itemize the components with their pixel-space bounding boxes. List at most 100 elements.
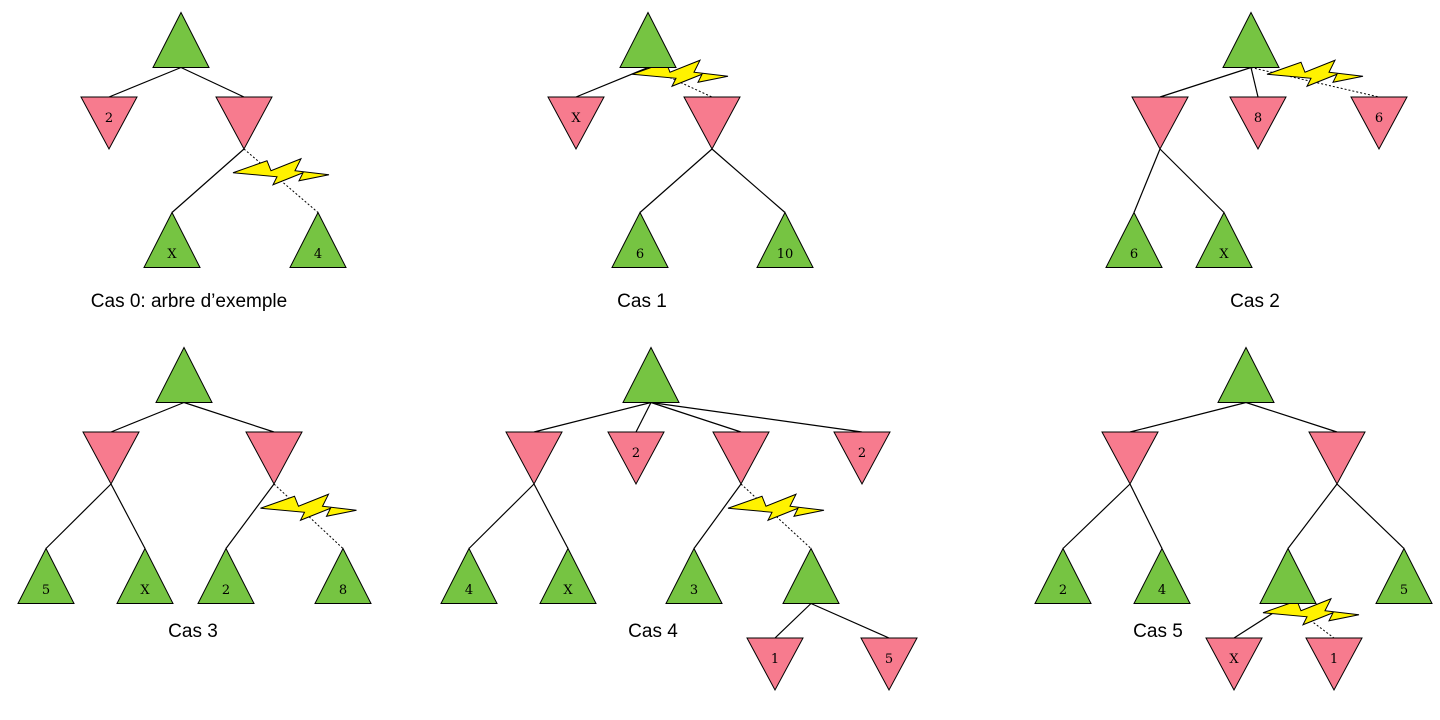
max-node-triangle: [756, 211, 814, 268]
tree-edge: [693, 483, 742, 549]
max-node: 6: [1105, 211, 1163, 268]
min-node-triangle: [712, 431, 770, 486]
node-value-label: 2: [1059, 583, 1067, 598]
tree-edge: [650, 401, 742, 433]
max-node: X: [539, 547, 597, 604]
min-node: 6: [1350, 96, 1408, 151]
max-node: X: [116, 547, 174, 604]
max-node-triangle: [155, 346, 213, 403]
min-node-triangle: [547, 96, 605, 151]
tree-edge: [1245, 401, 1338, 433]
node-value-label: 10: [777, 247, 794, 262]
node-value-label: X: [140, 583, 150, 598]
min-node: [505, 431, 563, 486]
node-value-label: 4: [465, 583, 473, 598]
tree-edge: [110, 401, 185, 433]
node-value-label: 6: [636, 247, 644, 262]
min-node-triangle: [1305, 637, 1363, 692]
node-value-label: 1: [1330, 652, 1338, 667]
node-value-label: 6: [1130, 247, 1138, 262]
max-node: 2: [197, 547, 255, 604]
max-node: X: [1195, 211, 1253, 268]
node-value-label: X: [1219, 247, 1229, 262]
node-value-label: 5: [1400, 583, 1408, 598]
max-node-triangle: [152, 11, 210, 68]
min-node-triangle: [683, 96, 741, 151]
node-value-label: 2: [632, 446, 640, 461]
tree-edge: [1250, 67, 1259, 98]
tree-edge: [110, 483, 146, 549]
tree-edge: [635, 402, 652, 433]
max-node: 5: [17, 547, 75, 604]
tree-edge: [810, 602, 890, 639]
max-node: 4: [440, 547, 498, 604]
node-value-label: 2: [222, 583, 230, 598]
tree-edge: [1062, 483, 1131, 549]
max-node: 4: [289, 211, 347, 268]
max-node-triangle: [314, 547, 372, 604]
min-node-triangle: [746, 637, 804, 692]
min-node: 2: [607, 431, 665, 486]
min-node-triangle: [1229, 96, 1287, 151]
node-value-label: 3: [690, 583, 698, 598]
max-node-triangle: [17, 547, 75, 604]
tree-edge: [1129, 483, 1163, 549]
min-node: 1: [746, 637, 804, 692]
case-caption: Cas 2: [1230, 291, 1280, 312]
min-node: [712, 431, 770, 486]
max-node-triangle: [116, 547, 174, 604]
min-node: [82, 431, 140, 486]
max-node-triangle: [440, 547, 498, 604]
min-node-triangle: [80, 96, 138, 151]
tree-edge: [171, 148, 245, 213]
max-node-triangle: [1259, 547, 1317, 604]
min-node-triangle: [833, 431, 891, 486]
min-node: 2: [833, 431, 891, 486]
node-value-label: 8: [1254, 111, 1262, 126]
max-node: [1259, 547, 1317, 604]
min-node: 8: [1229, 96, 1287, 151]
min-node-triangle: [1350, 96, 1408, 151]
max-node-triangle: [1133, 547, 1191, 604]
max-node-triangle: [1105, 211, 1163, 268]
tree-edge: [1287, 483, 1338, 549]
node-value-label: 5: [42, 583, 50, 598]
tree-edge: [774, 603, 812, 639]
tree-edge: [1336, 483, 1405, 549]
max-node-triangle: [1217, 346, 1275, 403]
max-node: [1217, 346, 1275, 403]
node-value-label: 8: [339, 583, 347, 598]
max-node: [782, 547, 840, 604]
min-node: [1308, 431, 1366, 486]
tree-edge: [650, 401, 863, 433]
max-node: [619, 11, 677, 68]
tree-edge: [1159, 148, 1225, 213]
node-value-label: X: [571, 111, 581, 126]
node-value-label: 6: [1375, 111, 1383, 126]
min-node: [1101, 431, 1159, 486]
tree-edge: [1133, 148, 1161, 213]
cut-lightning-icon: [1262, 597, 1360, 626]
node-value-label: 1: [771, 652, 779, 667]
min-node-triangle: [607, 431, 665, 486]
tree-edge: [711, 148, 786, 213]
max-node-triangle: [782, 547, 840, 604]
max-node-triangle: [611, 211, 669, 268]
min-node: 5: [860, 637, 918, 692]
cut-lightning-icon: [232, 157, 330, 186]
case-caption: Cas 3: [168, 621, 218, 642]
case-caption: Cas 4: [628, 621, 678, 642]
max-node-triangle: [619, 11, 677, 68]
node-value-label: 4: [314, 247, 322, 262]
min-node-triangle: [1131, 96, 1189, 151]
min-node-triangle: [505, 431, 563, 486]
tree-edge: [108, 66, 182, 98]
min-node: X: [547, 96, 605, 151]
tree-edge: [533, 483, 569, 549]
min-node: [683, 96, 741, 151]
cut-lightning-icon: [260, 493, 357, 522]
max-node: [155, 346, 213, 403]
tree-edge: [533, 401, 652, 433]
min-node: 1: [1305, 637, 1363, 692]
